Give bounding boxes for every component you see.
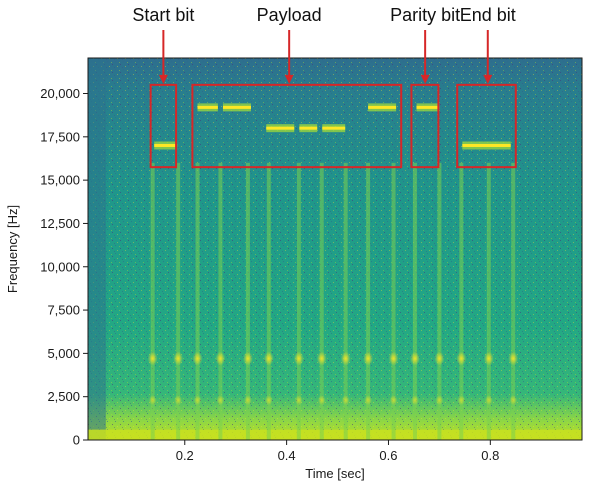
pulse-line — [319, 162, 324, 440]
annotations: Start bit Payload Parity bit End bit — [132, 5, 517, 169]
pulse-glow — [508, 351, 519, 366]
pulse-glow — [215, 351, 226, 366]
spectrogram-noise — [88, 58, 582, 440]
pulse-glow — [264, 395, 273, 406]
tone-line — [154, 143, 178, 147]
tone-line — [266, 126, 295, 130]
plot-area — [88, 58, 582, 440]
annotation-box — [149, 83, 178, 169]
y-tick-label: 10,000 — [40, 259, 80, 274]
y-tick-label: 20,000 — [40, 86, 80, 101]
x-tick-label: 0.2 — [176, 448, 194, 463]
tone-line — [462, 143, 511, 147]
pulse-glow — [147, 351, 158, 366]
annotation-arrowhead — [284, 74, 294, 84]
pulse-glow — [294, 395, 303, 406]
x-tick-label: 0.6 — [379, 448, 397, 463]
pulse-glow — [242, 351, 253, 366]
pulse-glow — [483, 351, 494, 366]
pulse-glow — [341, 395, 350, 406]
annotation-label: Payload — [257, 5, 322, 25]
y-tick-label: 0 — [73, 433, 80, 448]
y-tick-label: 12,500 — [40, 216, 80, 231]
pulse-glow — [435, 395, 444, 406]
tone-line — [416, 105, 440, 109]
annotation-box — [410, 83, 440, 169]
pulse-glow — [364, 395, 373, 406]
pulse-glow — [263, 351, 274, 366]
y-tick-label: 2,500 — [47, 389, 80, 404]
pulse-glow — [389, 395, 398, 406]
leading-silence — [88, 58, 106, 440]
pulse-line — [366, 162, 371, 440]
pulse-glow — [317, 395, 326, 406]
pulse-glow — [316, 351, 327, 366]
tone-line — [322, 126, 346, 130]
axes: 0 2,500 5,000 7,500 10,000 12,500 15,000 17,500… — [40, 57, 583, 463]
annotation-box — [191, 83, 403, 169]
pulse-glow — [484, 395, 493, 406]
x-tick-label: 0.4 — [278, 448, 296, 463]
pulse-line — [266, 162, 271, 440]
pulse-line — [195, 162, 200, 440]
y-axis-label: Frequency [Hz] — [5, 205, 20, 293]
pulse-glow — [173, 351, 184, 366]
pulse-glow — [409, 351, 420, 366]
y-tick-label: 7,500 — [47, 303, 80, 318]
x-tick-label: 0.8 — [481, 448, 499, 463]
tone-line — [299, 126, 318, 130]
pulse-glow — [216, 395, 225, 406]
annotation-label: Start bit — [132, 5, 194, 25]
pulse-glow — [434, 351, 445, 366]
pulse-glow — [192, 351, 203, 366]
pulse-glow — [509, 395, 518, 406]
pulse-glow — [456, 351, 467, 366]
pulse-line — [296, 162, 301, 440]
low-frequency-band — [88, 429, 582, 440]
pulse-line — [150, 162, 155, 440]
tone-line — [197, 105, 218, 109]
x-axis-label: Time [sec] — [305, 466, 364, 481]
pulse-glow — [388, 351, 399, 366]
pulse-glow — [457, 395, 466, 406]
pulse-line — [511, 162, 516, 440]
tone-line — [222, 105, 251, 109]
annotation-arrowhead — [158, 74, 168, 84]
pulse-glow — [243, 395, 252, 406]
pulse-line — [437, 162, 442, 440]
annotation-arrowhead — [420, 74, 430, 84]
annotation-label: Parity bit — [390, 5, 460, 25]
pulse-glow — [293, 351, 304, 366]
pulse-line — [412, 162, 417, 440]
tone-line — [368, 105, 397, 109]
pulse-line — [218, 162, 223, 440]
y-tick-label: 17,500 — [40, 129, 80, 144]
pulse-glow — [148, 395, 157, 406]
pulse-glow — [340, 351, 351, 366]
pulse-glow — [410, 395, 419, 406]
axes-frame — [87, 57, 583, 441]
pulse-line — [391, 162, 396, 440]
pulse-line — [343, 162, 348, 440]
pulse-glow — [363, 351, 374, 366]
pulse-glow — [193, 395, 202, 406]
annotation-box — [456, 83, 517, 169]
y-tick-label: 5,000 — [47, 346, 80, 361]
pulse-line — [486, 162, 491, 440]
annotation-label: End bit — [460, 5, 516, 25]
annotation-arrowhead — [483, 74, 493, 84]
y-tick-label: 15,000 — [40, 173, 80, 188]
pulse-line — [245, 162, 250, 440]
pulse-line — [459, 162, 464, 440]
pulse-line — [176, 162, 181, 440]
pulse-glow — [174, 395, 183, 406]
